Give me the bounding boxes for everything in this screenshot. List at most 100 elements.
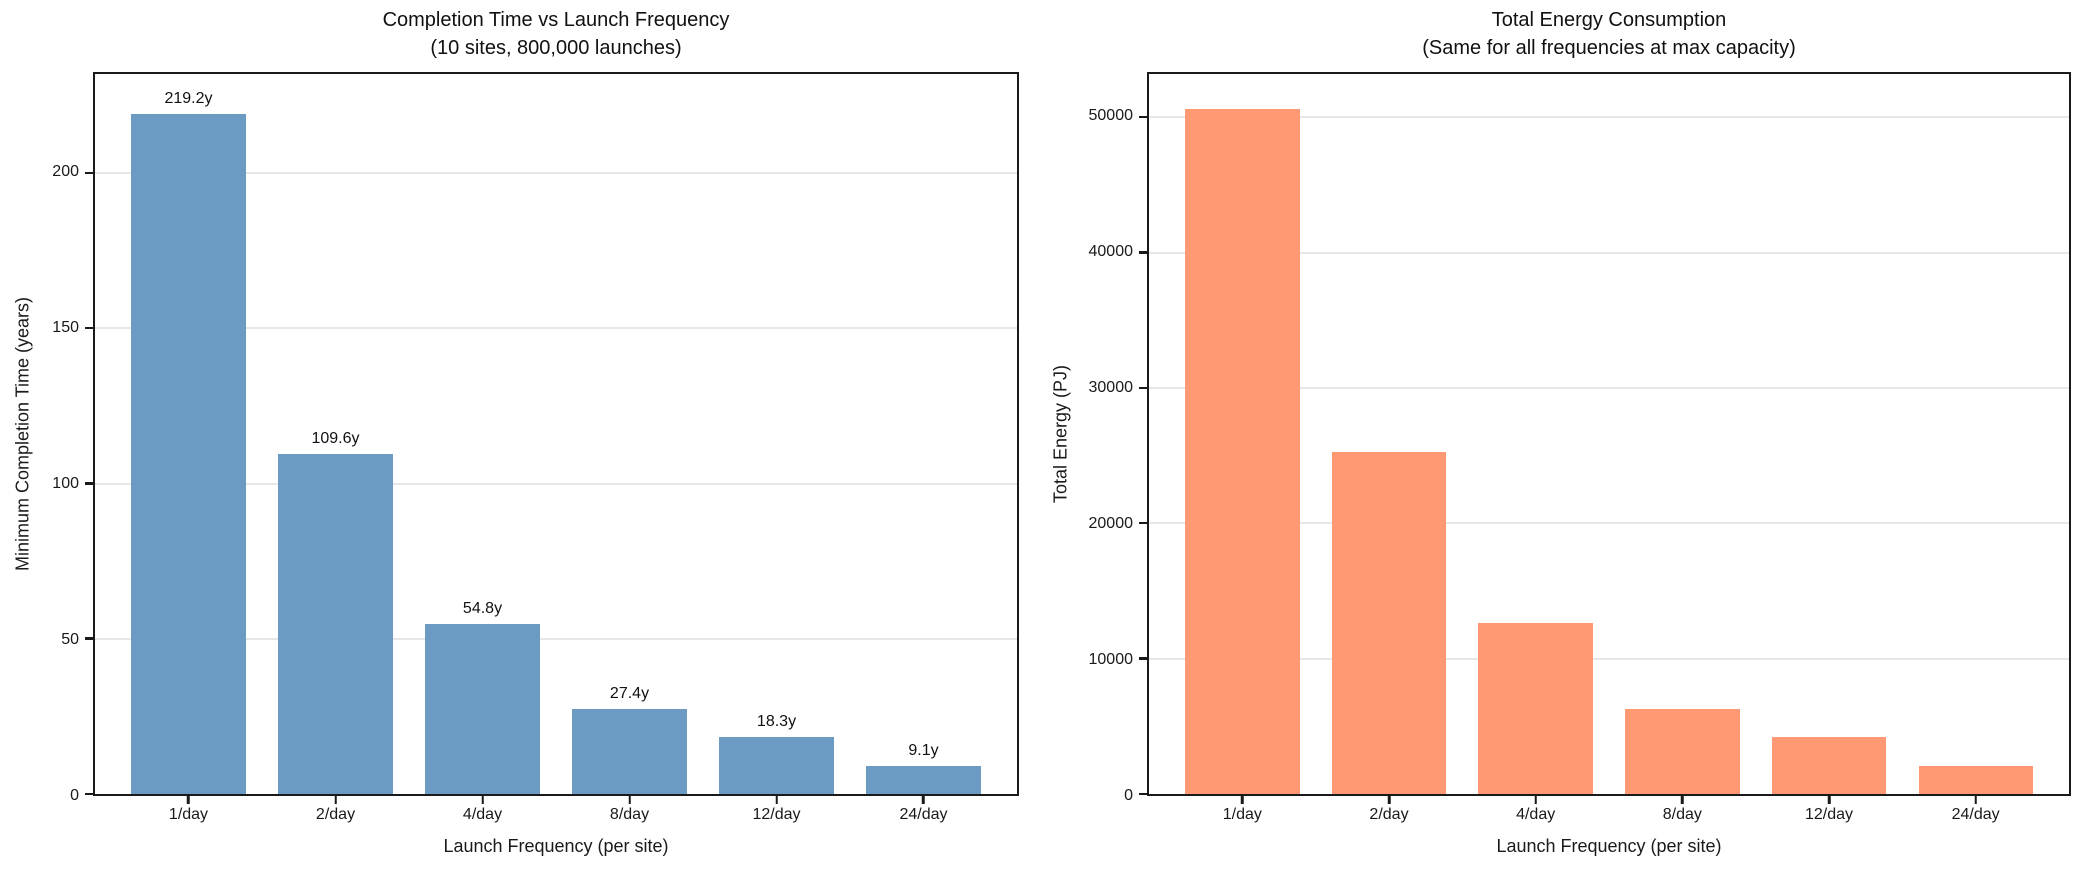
y-tick-mark bbox=[1139, 792, 1147, 795]
bar-slot: 9.1y bbox=[850, 74, 997, 794]
x-tick-mark bbox=[1387, 796, 1391, 804]
chart-title: Completion Time vs Launch Frequency (10 … bbox=[93, 6, 1019, 62]
bar-slot bbox=[1609, 74, 1756, 794]
x-tick-mark bbox=[481, 796, 484, 804]
bar-slot bbox=[1316, 74, 1463, 794]
x-tick-label: 24/day bbox=[899, 806, 948, 823]
y-tick-mark bbox=[1139, 251, 1147, 254]
bar bbox=[1771, 737, 1887, 794]
plot-area: 219.2y 109.6y 54.8y 27.4y 18.3y 9.1y 1/day 2/d… bbox=[85, 72, 1019, 823]
x-tick-mark bbox=[334, 796, 337, 804]
x-tick-label: 1/day bbox=[168, 806, 209, 823]
gridline bbox=[95, 482, 1017, 485]
chart-title-line2: (Same for all frequencies at max capacit… bbox=[1422, 37, 1796, 59]
x-axis-label: Launch Frequency (per site) bbox=[443, 836, 669, 856]
y-tick-mark bbox=[85, 792, 93, 795]
y-tick-mark bbox=[85, 637, 93, 640]
y-tick-label: 50 bbox=[61, 630, 79, 648]
bar-slot bbox=[1756, 74, 1903, 794]
gridline bbox=[1149, 657, 2069, 660]
x-tick-label: 2/day bbox=[315, 806, 356, 823]
gridline bbox=[95, 327, 1017, 330]
bar-slot: 219.2y bbox=[115, 74, 262, 794]
gridline bbox=[95, 637, 1017, 640]
y-tick-label: 40000 bbox=[1088, 242, 1134, 260]
gridline bbox=[1149, 522, 2069, 525]
y-tick-label: 150 bbox=[52, 318, 79, 336]
bar bbox=[866, 765, 981, 794]
gridline bbox=[1149, 387, 2069, 389]
bar bbox=[278, 453, 393, 794]
x-tick-label: 4/day bbox=[462, 806, 503, 823]
y-axis: 0 10000 20000 30000 40000 50000 bbox=[1043, 72, 1147, 803]
bar bbox=[131, 113, 246, 794]
gridline bbox=[1149, 116, 2069, 119]
chart-completion-time: Completion Time vs Launch Frequency (10 … bbox=[0, 6, 1019, 856]
chart-title-line1: Completion Time vs Launch Frequency bbox=[382, 9, 730, 31]
bar-slot bbox=[1462, 74, 1609, 794]
chart-title-line2: (10 sites, 800,000 launches) bbox=[430, 37, 682, 59]
x-tick-mark bbox=[1241, 796, 1244, 804]
bar bbox=[1918, 765, 2033, 794]
x-tick-mark bbox=[1681, 796, 1684, 804]
y-tick-label: 0 bbox=[1124, 787, 1133, 804]
bar bbox=[1185, 109, 1300, 794]
y-tick-mark bbox=[85, 482, 93, 485]
bars-container: 219.2y 109.6y 54.8y 27.4y 18.3y 9.1y bbox=[95, 74, 1017, 794]
bars-container bbox=[1149, 74, 2069, 794]
bar-slot: 18.3y bbox=[703, 74, 850, 794]
bar-value-label: 54.8y bbox=[462, 599, 503, 617]
x-tick-label: 4/day bbox=[1516, 806, 1556, 823]
x-tick-mark bbox=[187, 796, 190, 804]
x-tick-mark bbox=[1827, 796, 1831, 804]
bar-slot bbox=[1902, 74, 2049, 794]
x-tick-mark bbox=[1974, 796, 1977, 804]
x-tick-mark bbox=[775, 796, 778, 804]
bar-value-label: 18.3y bbox=[756, 713, 797, 731]
bar bbox=[1331, 451, 1447, 794]
y-tick-label: 0 bbox=[70, 787, 79, 804]
gridline bbox=[1149, 251, 2069, 254]
bar bbox=[425, 623, 540, 794]
x-tick-label: 8/day bbox=[609, 806, 650, 823]
chart-total-energy: Total Energy Consumption (Same for all f… bbox=[1043, 0, 2085, 877]
bar-value-label: 109.6y bbox=[311, 429, 360, 447]
y-tick-label: 20000 bbox=[1088, 514, 1134, 532]
y-tick-mark bbox=[1139, 386, 1147, 389]
y-tick-mark bbox=[1139, 521, 1147, 525]
y-tick-mark bbox=[1139, 115, 1147, 119]
x-tick-mark bbox=[1534, 796, 1537, 804]
bar-value-label: 219.2y bbox=[164, 89, 213, 107]
y-tick-label: 10000 bbox=[1088, 650, 1134, 668]
y-tick-mark bbox=[85, 171, 93, 175]
bar-slot: 27.4y bbox=[556, 74, 703, 794]
x-tick-mark bbox=[922, 796, 925, 804]
gridline bbox=[95, 172, 1017, 175]
x-tick-label: 12/day bbox=[1804, 806, 1854, 823]
y-tick-label: 50000 bbox=[1088, 106, 1134, 124]
y-tick-label: 200 bbox=[52, 162, 79, 180]
x-tick-label: 8/day bbox=[1662, 806, 1702, 823]
bar bbox=[719, 737, 834, 794]
y-tick-mark bbox=[85, 326, 93, 330]
bar bbox=[572, 708, 687, 794]
y-tick-label: 30000 bbox=[1088, 378, 1134, 396]
y-axis: 0 50 100 150 200 bbox=[0, 72, 93, 803]
bar-slot bbox=[1169, 74, 1316, 794]
chart-title: Total Energy Consumption (Same for all f… bbox=[1147, 6, 2071, 62]
bar bbox=[1478, 622, 1593, 794]
bar-slot: 54.8y bbox=[409, 74, 556, 794]
plot-area: 1/day 2/day 4/day 8/day 12/day 24/day bbox=[1139, 72, 2071, 823]
x-tick-label: 2/day bbox=[1369, 806, 1409, 823]
x-tick-label: 24/day bbox=[1951, 806, 2000, 823]
x-tick-mark bbox=[628, 796, 631, 804]
bar bbox=[1625, 708, 1740, 794]
bar-slot: 109.6y bbox=[262, 74, 409, 794]
x-axis-label: Launch Frequency (per site) bbox=[1496, 836, 1722, 856]
bar-value-label: 9.1y bbox=[908, 741, 939, 759]
y-tick-label: 100 bbox=[52, 474, 79, 492]
chart-title-line1: Total Energy Consumption bbox=[1491, 9, 1727, 31]
y-tick-mark bbox=[1139, 657, 1147, 660]
bar-value-label: 27.4y bbox=[609, 684, 650, 702]
